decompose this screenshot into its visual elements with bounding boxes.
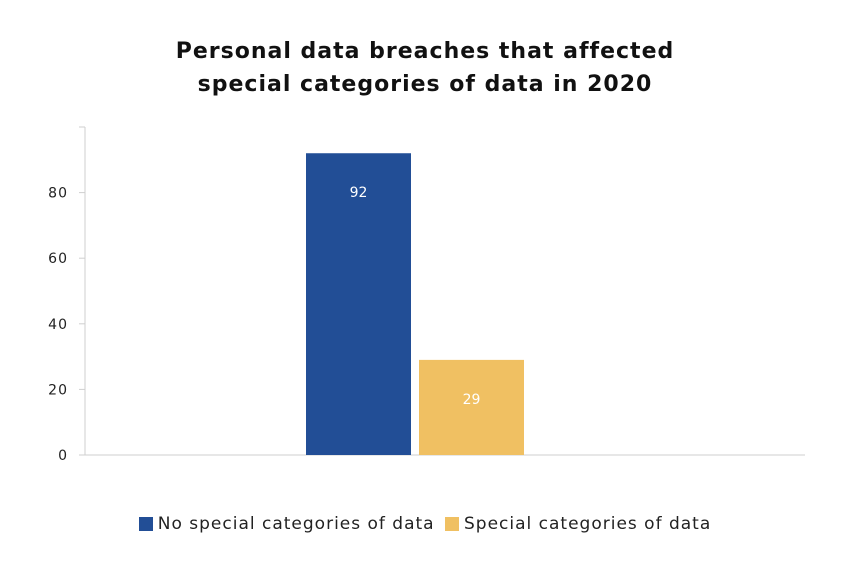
legend-swatch-special — [445, 517, 459, 531]
legend-label-special: Special categories of data — [464, 514, 712, 534]
legend: No special categories of data Special ca… — [0, 514, 850, 536]
y-tick-label: 80 — [48, 186, 68, 202]
bar-data-label-2: 29 — [463, 392, 481, 408]
y-tick-label: 0 — [58, 448, 68, 464]
bar-1 — [306, 153, 411, 456]
legend-item-no-special: No special categories of data — [138, 514, 435, 534]
chart-title-line-1: Personal data breaches that affected — [175, 39, 675, 64]
legend-label-no-special: No special categories of data — [157, 514, 435, 534]
chart-title: Personal data breaches that affected spe… — [0, 35, 850, 101]
bar-2 — [419, 359, 524, 455]
legend-item-special: Special categories of data — [445, 514, 711, 534]
y-tick-label: 20 — [48, 382, 68, 398]
legend-swatch-no-special — [138, 517, 153, 531]
chart-title-line-2: special categories of data in 2020 — [197, 72, 653, 97]
y-tick-label: 60 — [48, 251, 68, 267]
y-tick-label: 40 — [48, 317, 68, 333]
bar-data-label-1: 92 — [350, 185, 368, 201]
